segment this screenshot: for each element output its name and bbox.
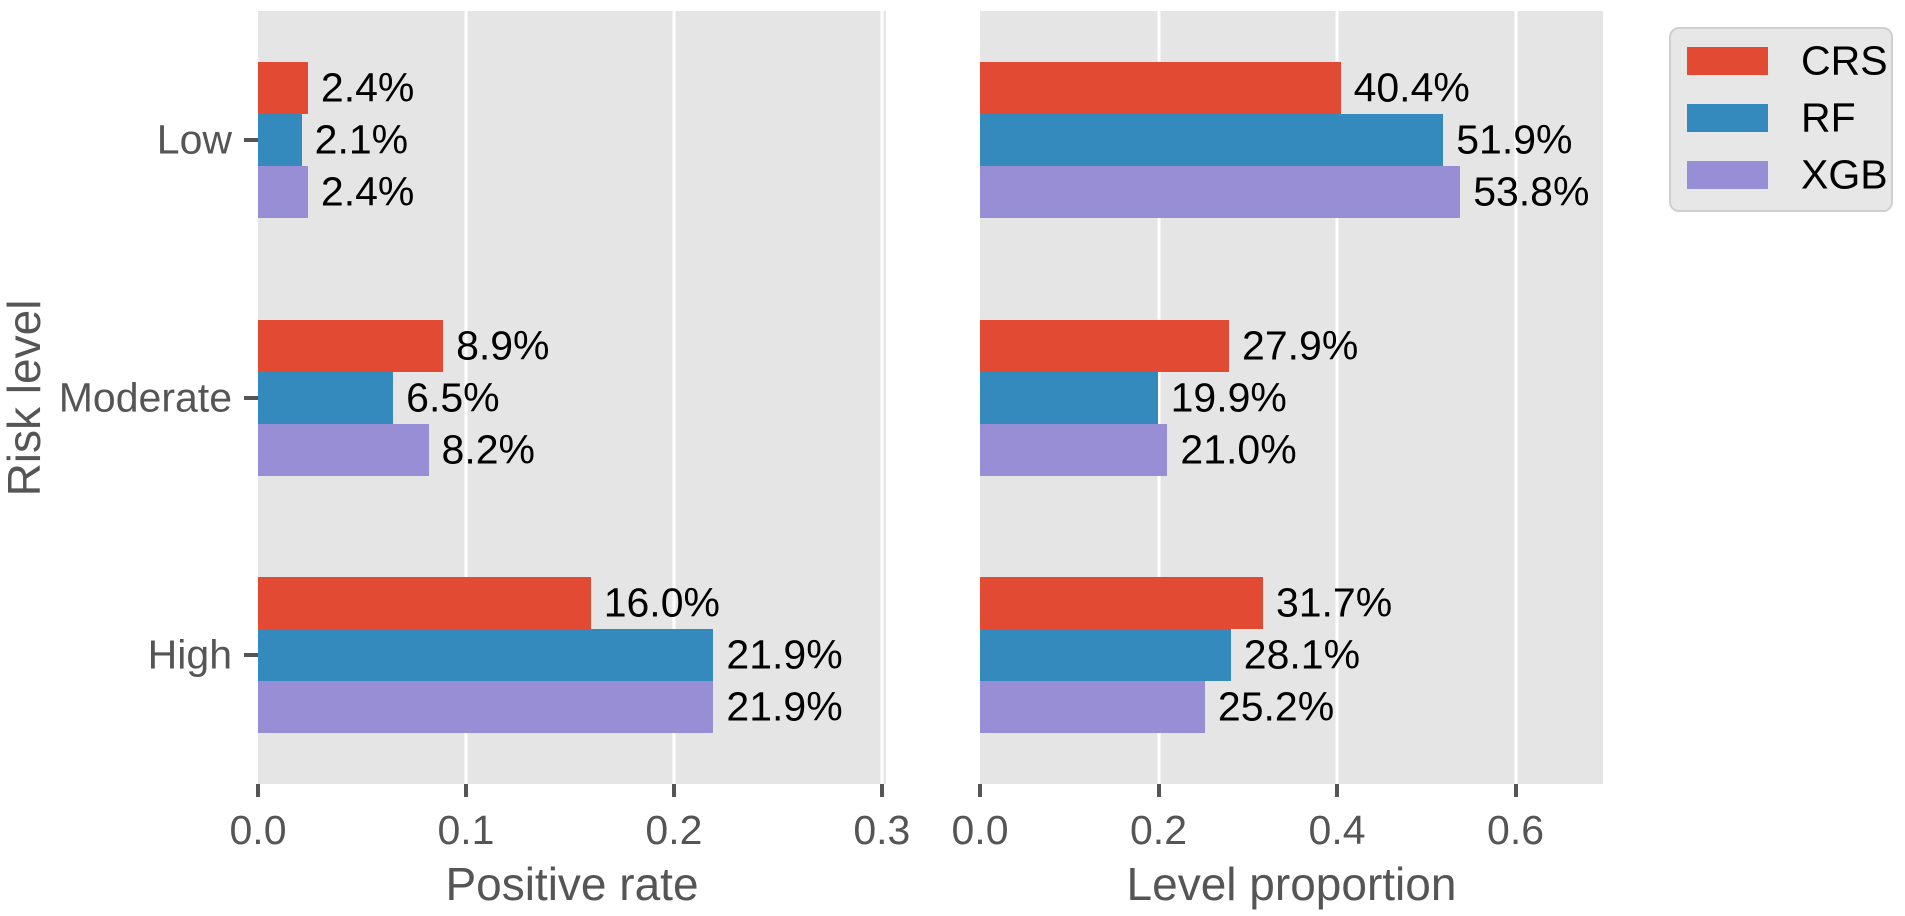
x-tick-label: 0.6 [1487,807,1545,853]
x-tick-label: 0.4 [1308,807,1366,853]
bar-xgb-moderate [980,423,1168,476]
x-tick [1156,784,1161,797]
legend-label: XGB [1801,151,1888,198]
bar-value-label: 53.8% [1473,168,1590,215]
legend-swatch-crs [1687,47,1768,75]
gridline [1335,11,1339,784]
x-tick [879,784,884,797]
category-label-low: Low [156,116,232,163]
bar-value-label: 16.0% [603,579,720,626]
bar-rf-moderate [980,371,1158,424]
bar-crs-low [980,61,1341,114]
bar-rf-high [258,629,714,682]
left-panel: 2.4% 2.1% 2.4% 8.9% 6.5% 8.2% 16.0% 21.9% 21.9% [258,11,886,784]
bar-value-label: 40.4% [1353,64,1470,111]
y-tick [244,653,258,658]
y-tick [244,395,258,400]
legend-label: CRS [1801,37,1888,84]
x-tick [978,784,982,797]
x-axis-title-left: Positive rate [445,858,699,910]
x-tick-label: 0.3 [853,807,911,853]
bar-rf-low [980,113,1444,166]
gridline [1514,11,1518,784]
bar-crs-moderate [980,319,1230,372]
bar-value-label: 21.0% [1180,426,1297,472]
bar-value-label: 21.9% [726,631,843,678]
x-tick-label: 0.2 [1130,807,1187,853]
bar-value-label: 2.4% [320,64,415,111]
bar-xgb-high [980,681,1205,734]
bar-value-label: 31.7% [1275,579,1393,626]
legend-swatch-xgb [1687,161,1768,189]
bar-value-label: 21.9% [726,683,843,730]
x-tick [1513,784,1518,797]
bar-value-label: 28.1% [1243,631,1361,678]
legend-entry-rf: RF [1687,97,1879,138]
bar-xgb-high [258,681,714,734]
x-axis-title-right: Level proportion [1126,858,1457,910]
x-tick-label: 0.0 [229,807,287,853]
x-tick-label: 0.1 [437,807,495,853]
x-tick-label: 0.0 [951,807,1009,853]
bar-xgb-low [980,165,1461,218]
gridline [672,11,676,784]
bar-crs-moderate [258,319,444,372]
legend-entry-xgb: XGB [1687,154,1888,195]
x-tick-label: 0.2 [645,807,703,853]
bar-xgb-low [258,165,308,218]
bar-rf-moderate [258,371,394,424]
y-tick [244,137,258,142]
bar-value-label: 8.2% [441,426,535,472]
gridline [880,11,884,784]
bar-value-label: 25.2% [1217,683,1335,730]
gridline [1157,11,1160,784]
gridline [464,11,468,784]
category-label-high: High [147,631,232,678]
x-tick [671,784,676,797]
bar-rf-low [258,113,302,166]
x-tick [256,784,260,797]
bar-crs-low [258,61,308,114]
legend-label: RF [1801,94,1856,141]
right-panel: 40.4% 51.9% 53.8% 27.9% 19.9% 21.0% 31.7% 28.1%… [980,11,1603,784]
category-label-moderate: Moderate [58,374,232,420]
bar-xgb-moderate [258,423,429,476]
x-tick [463,784,468,797]
bar-value-label: 6.5% [406,374,500,420]
legend: CRS RF XGB [1669,27,1893,212]
legend-swatch-rf [1687,104,1768,132]
bar-value-label: 51.9% [1456,116,1573,163]
bar-value-label: 2.1% [314,116,409,163]
bar-value-label: 27.9% [1242,322,1359,368]
bar-crs-high [258,577,591,630]
legend-entry-crs: CRS [1687,40,1888,81]
bar-value-label: 2.4% [320,168,415,215]
bar-rf-high [980,629,1231,682]
x-tick [1335,784,1340,797]
bar-crs-high [980,577,1263,630]
bar-value-label: 19.9% [1170,374,1287,420]
bar-value-label: 8.9% [456,322,550,368]
